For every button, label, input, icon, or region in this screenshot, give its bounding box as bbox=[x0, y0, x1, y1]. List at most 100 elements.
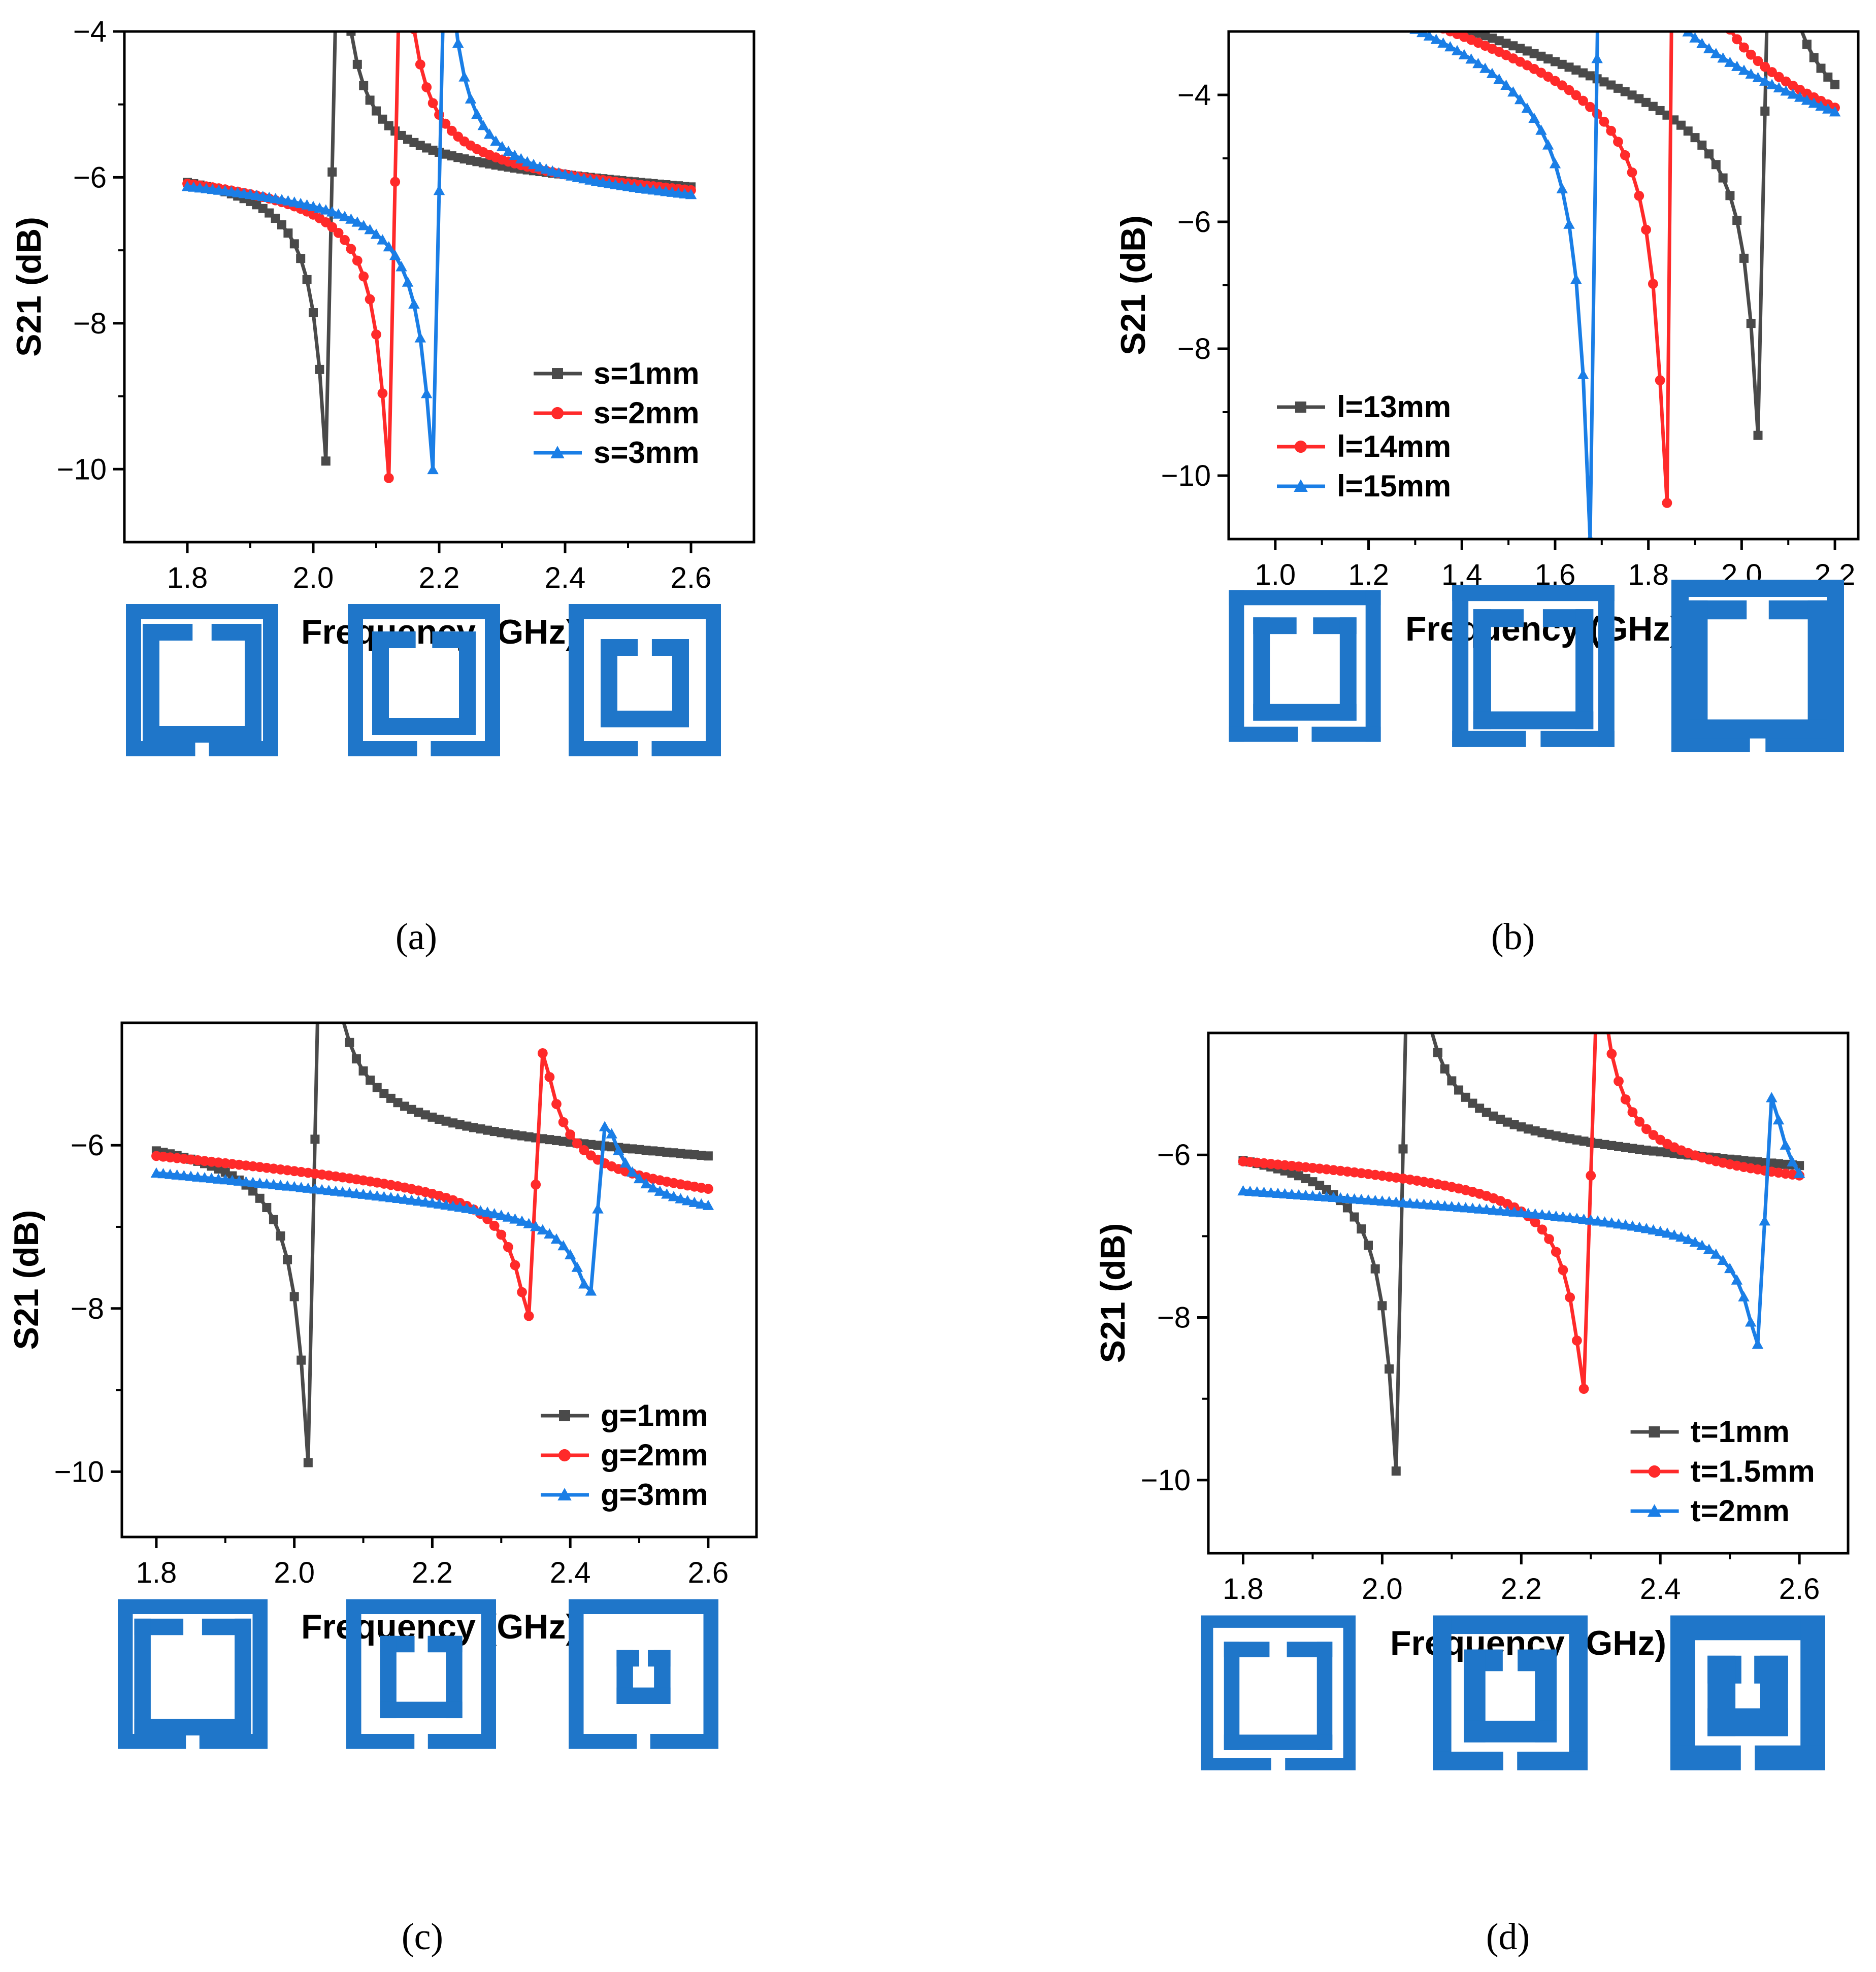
legend-swatch-marker bbox=[1648, 1465, 1661, 1478]
data-point bbox=[1571, 1213, 1583, 1223]
data-point bbox=[613, 1145, 624, 1155]
data-point bbox=[1648, 279, 1658, 289]
data-point bbox=[1628, 1144, 1637, 1153]
data-point bbox=[1425, 1199, 1437, 1210]
data-point bbox=[378, 1191, 390, 1201]
data-point bbox=[1599, 77, 1609, 87]
data-point bbox=[1600, 1140, 1609, 1149]
legend-label: t=2mm bbox=[1691, 1494, 1790, 1528]
data-point bbox=[396, 261, 407, 272]
data-point bbox=[481, 1207, 493, 1217]
y-tick-label: −4 bbox=[1177, 79, 1211, 112]
data-point bbox=[1472, 58, 1484, 69]
data-point bbox=[1342, 1203, 1352, 1213]
data-point bbox=[1648, 1224, 1659, 1235]
data-point bbox=[1251, 1186, 1263, 1197]
data-point bbox=[1446, 1200, 1458, 1212]
data-point bbox=[385, 1192, 397, 1202]
outer-split-ring bbox=[1229, 590, 1381, 742]
data-point bbox=[1416, 31, 1428, 38]
data-point bbox=[1556, 183, 1568, 193]
plot-area bbox=[1237, 1033, 1805, 1476]
data-point bbox=[1585, 102, 1595, 112]
data-point bbox=[1557, 1211, 1569, 1222]
data-point bbox=[1801, 94, 1813, 105]
data-point bbox=[1627, 167, 1637, 178]
data-point bbox=[1587, 533, 1594, 539]
data-point bbox=[392, 1192, 404, 1204]
data-point bbox=[302, 275, 312, 284]
data-point bbox=[534, 161, 546, 172]
data-point bbox=[402, 276, 414, 287]
data-point bbox=[572, 1138, 582, 1149]
data-point bbox=[1661, 1227, 1673, 1238]
data-point bbox=[1461, 1092, 1470, 1102]
y-tick-label: −4 bbox=[73, 15, 107, 48]
data-point bbox=[1237, 1185, 1249, 1196]
data-point bbox=[1696, 1240, 1708, 1250]
data-point bbox=[1564, 1212, 1576, 1222]
data-point bbox=[1308, 1177, 1318, 1187]
data-point bbox=[320, 204, 332, 215]
data-point bbox=[1564, 62, 1574, 72]
data-point bbox=[516, 1215, 528, 1226]
data-point bbox=[627, 1166, 638, 1177]
y-tick-label: −6 bbox=[1177, 206, 1211, 239]
data-point bbox=[1746, 1156, 1756, 1166]
x-tick-label: 1.8 bbox=[1628, 558, 1669, 591]
data-point bbox=[1634, 1117, 1645, 1127]
data-point bbox=[1759, 75, 1771, 86]
legend-swatch-marker bbox=[1294, 440, 1307, 453]
data-point bbox=[489, 1221, 500, 1231]
data-point bbox=[365, 294, 375, 305]
data-point bbox=[497, 1128, 506, 1138]
data-point bbox=[1543, 1210, 1555, 1220]
data-point bbox=[1480, 1204, 1493, 1214]
data-point bbox=[1675, 1231, 1687, 1242]
data-point bbox=[1732, 216, 1742, 225]
data-point bbox=[1759, 1215, 1770, 1226]
data-point bbox=[1633, 1221, 1645, 1232]
data-point bbox=[358, 271, 369, 282]
inner-split-ring bbox=[1224, 1642, 1333, 1750]
inner-split-ring bbox=[1689, 600, 1827, 739]
data-point bbox=[1579, 1137, 1589, 1146]
data-point bbox=[524, 1132, 534, 1142]
x-tick-label: 1.8 bbox=[136, 1556, 177, 1589]
srr-unit-cell bbox=[1452, 585, 1615, 747]
y-tick-label: −8 bbox=[73, 307, 107, 340]
data-point bbox=[1544, 1234, 1554, 1244]
data-point bbox=[688, 1196, 700, 1207]
data-point bbox=[557, 1240, 569, 1251]
data-point bbox=[386, 1093, 396, 1103]
data-point bbox=[551, 1135, 561, 1145]
data-point bbox=[1641, 1124, 1652, 1134]
data-point bbox=[1322, 1185, 1331, 1194]
data-point bbox=[1466, 31, 1476, 36]
data-point bbox=[571, 1261, 583, 1272]
data-point bbox=[585, 1285, 597, 1296]
data-point bbox=[1558, 1132, 1568, 1142]
data-point bbox=[1516, 44, 1525, 53]
data-point bbox=[544, 1072, 555, 1082]
y-tick-label: −6 bbox=[71, 1129, 104, 1162]
data-point bbox=[510, 1130, 520, 1140]
data-point bbox=[379, 1089, 389, 1098]
inner-split-ring bbox=[1473, 609, 1594, 729]
data-point bbox=[1458, 49, 1470, 59]
data-point bbox=[1753, 56, 1763, 66]
y-tick-label: −10 bbox=[54, 1455, 104, 1488]
data-point bbox=[377, 234, 388, 245]
plot-area bbox=[150, 1023, 714, 1467]
data-point bbox=[635, 1145, 644, 1154]
data-point bbox=[1286, 1188, 1298, 1199]
legend: t=1mm t=1.5mm t=2mm bbox=[1630, 1415, 1815, 1528]
data-point bbox=[503, 146, 514, 156]
data-point bbox=[633, 1173, 645, 1184]
data-point bbox=[475, 1205, 486, 1216]
data-point bbox=[1780, 1139, 1791, 1150]
data-point bbox=[1460, 1202, 1471, 1213]
data-point bbox=[1703, 1244, 1715, 1254]
